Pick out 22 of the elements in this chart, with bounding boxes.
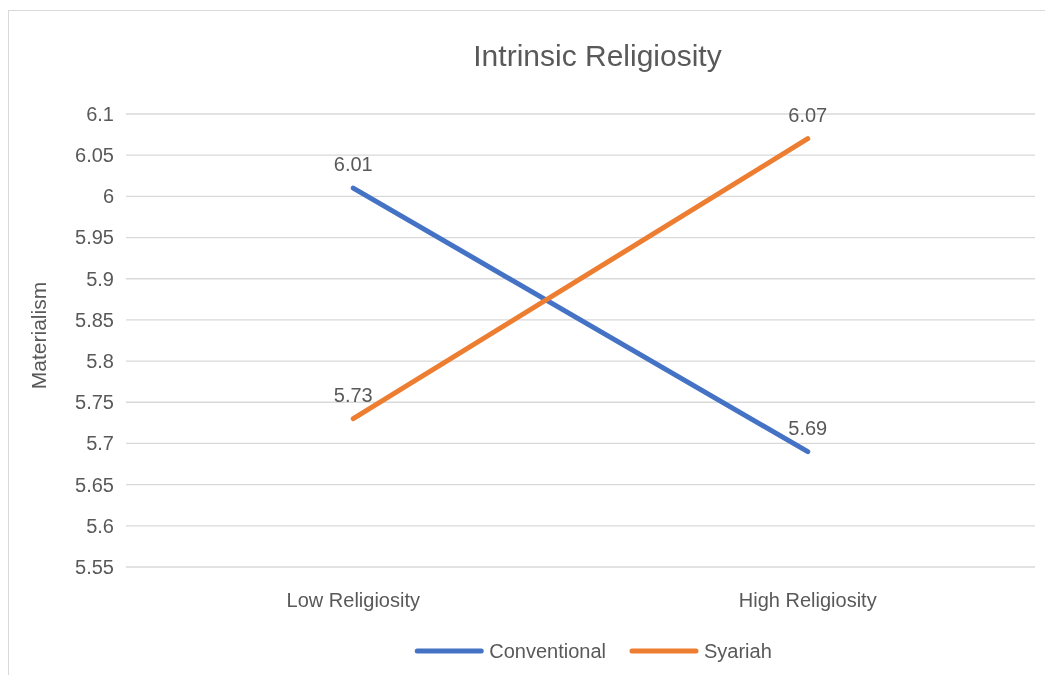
y-tick-label: 5.75: [75, 391, 114, 414]
data-label: 5.69: [788, 416, 828, 439]
y-tick-label: 6.1: [86, 102, 114, 125]
y-tick-label: 5.7: [86, 432, 114, 455]
y-axis-title: Materialism: [27, 281, 50, 390]
y-tick-label: 5.6: [86, 514, 114, 537]
x-tick-label: High Religiosity: [738, 589, 877, 612]
y-tick-label: 5.55: [75, 555, 114, 578]
chart-title: Intrinsic Religiosity: [473, 39, 722, 72]
y-tick-label: 6: [102, 185, 114, 208]
y-tick-label: 5.95: [75, 226, 114, 249]
data-label: 6.01: [333, 153, 373, 176]
x-tick-label: Low Religiosity: [286, 589, 420, 612]
y-tick-label: 5.9: [86, 267, 114, 290]
legend-label: Conventional: [489, 640, 606, 662]
y-tick-label: 6.05: [75, 144, 114, 167]
y-tick-label: 5.65: [75, 473, 114, 496]
data-label: 6.07: [788, 103, 828, 126]
y-tick-label: 5.8: [86, 349, 114, 372]
y-tick-label: 5.85: [75, 308, 114, 331]
data-label: 5.73: [333, 383, 373, 406]
legend-label: Syariah: [703, 640, 772, 662]
